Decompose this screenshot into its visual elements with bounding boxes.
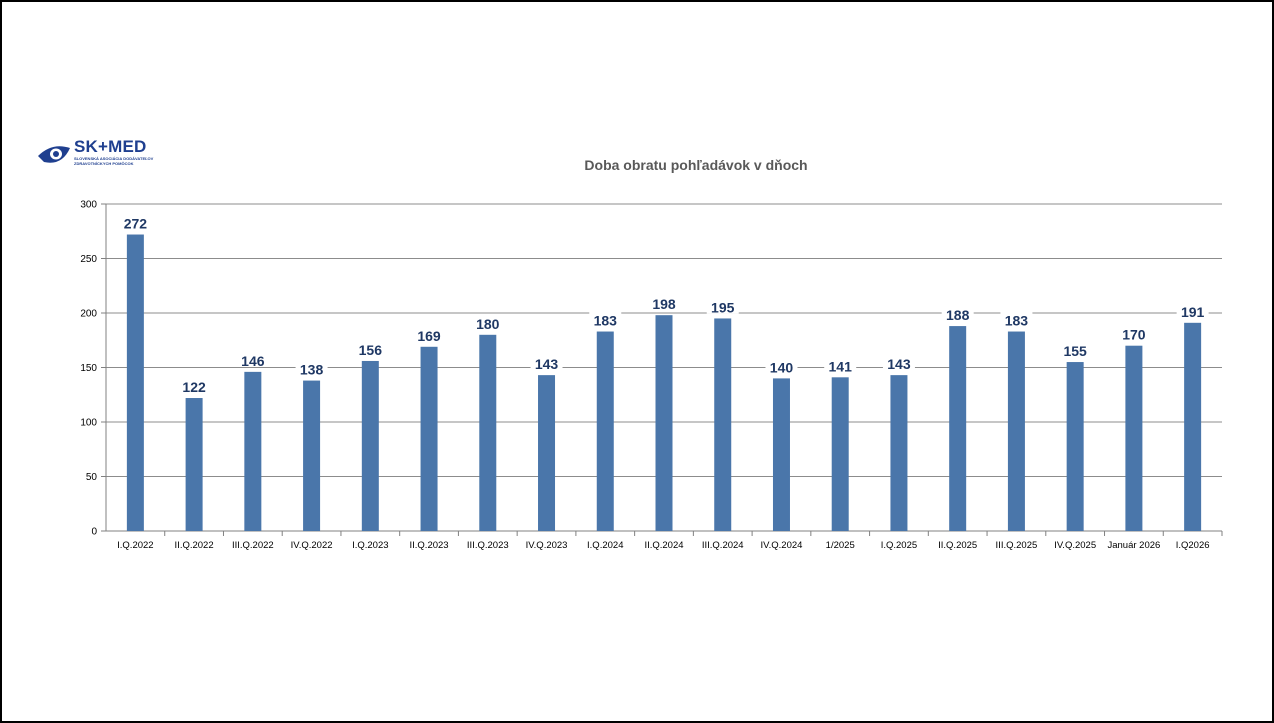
- data-label-bg: [589, 311, 622, 327]
- data-label-II.Q.2023: 169: [417, 328, 441, 344]
- data-label-IV.Q.2024: 140: [770, 359, 794, 375]
- x-tick-label-IV.Q.2022: IV.Q.2022: [291, 540, 333, 551]
- data-label-bg: [178, 378, 211, 394]
- x-tick-label-II.Q.2022: II.Q.2022: [175, 540, 214, 551]
- y-tick-label-300: 300: [80, 200, 97, 211]
- bar-I.Q.2024: [596, 331, 614, 531]
- x-tick-label-II.Q.2023: II.Q.2023: [410, 540, 449, 551]
- data-label-III.Q.2025: 183: [1005, 313, 1029, 329]
- data-label-bg: [1000, 311, 1033, 327]
- bar-Január 2026: [1125, 345, 1143, 531]
- x-tick-label-III.Q.2025: III.Q.2025: [996, 540, 1038, 551]
- bar-IV.Q.2022: [303, 380, 321, 531]
- logo-subtitle: SLOVENSKÁ ASOCIÁCIA DODÁVATEĽOV ZDRAVOTN…: [74, 156, 153, 166]
- data-label-II.Q.2024: 198: [652, 296, 676, 312]
- data-label-bg: [295, 360, 328, 376]
- y-tick-label-200: 200: [80, 309, 97, 320]
- data-label-I.Q2026: 191: [1181, 304, 1205, 320]
- x-tick-label-I.Q2026: I.Q2026: [1176, 540, 1210, 551]
- data-label-I.Q.2022: 272: [124, 216, 148, 232]
- x-tick-label-IV.Q.2025: IV.Q.2025: [1054, 540, 1096, 551]
- data-label-III.Q.2024: 195: [711, 299, 735, 315]
- bar-II.Q.2023: [420, 346, 438, 531]
- data-label-bg: [413, 326, 446, 342]
- data-label-bg: [941, 306, 974, 322]
- data-label-bg: [530, 355, 563, 371]
- bar-II.Q.2025: [949, 326, 967, 531]
- logo-name: SK+MED: [74, 137, 147, 156]
- data-label-bg: [236, 351, 269, 367]
- data-label-bg: [1176, 302, 1209, 318]
- bar-II.Q.2022: [185, 398, 203, 531]
- x-tick-label-1/2025: 1/2025: [826, 540, 855, 551]
- x-tick-label-III.Q.2024: III.Q.2024: [702, 540, 744, 551]
- x-tick-label-I.Q.2023: I.Q.2023: [352, 540, 388, 551]
- data-label-III.Q.2023: 180: [476, 316, 500, 332]
- y-tick-label-100: 100: [80, 418, 97, 429]
- data-label-bg: [354, 340, 387, 356]
- x-tick-label-III.Q.2023: III.Q.2023: [467, 540, 509, 551]
- bar-III.Q.2025: [1007, 331, 1025, 531]
- data-label-III.Q.2022: 146: [241, 353, 265, 369]
- x-tick-label-III.Q.2022: III.Q.2022: [232, 540, 274, 551]
- eye-icon: [38, 146, 70, 163]
- bar-III.Q.2024: [714, 318, 732, 531]
- x-tick-label-IV.Q.2024: IV.Q.2024: [761, 540, 803, 551]
- data-label-IV.Q.2023: 143: [535, 356, 559, 372]
- y-tick-label-250: 250: [80, 254, 97, 265]
- data-label-bg: [1117, 325, 1150, 341]
- bar-I.Q.2022: [126, 234, 144, 531]
- x-tick-label-I.Q.2025: I.Q.2025: [881, 540, 917, 551]
- bar-II.Q.2024: [655, 315, 673, 531]
- y-tick-label-50: 50: [86, 472, 98, 483]
- data-label-bg: [648, 295, 680, 311]
- x-tick-label-I.Q.2022: I.Q.2022: [117, 540, 153, 551]
- bar-I.Q2026: [1184, 322, 1202, 531]
- chart-title: Doba obratu pohľadávok v dňoch: [584, 157, 808, 173]
- data-label-I.Q.2025: 143: [887, 356, 911, 372]
- logo-subtitle-line1: SLOVENSKÁ ASOCIÁCIA DODÁVATEĽOV: [74, 156, 154, 161]
- bar-IV.Q.2023: [538, 375, 556, 531]
- x-tick-label-IV.Q.2023: IV.Q.2023: [526, 540, 568, 551]
- data-label-1/2025: 141: [829, 358, 853, 374]
- data-label-IV.Q.2022: 138: [300, 362, 324, 378]
- data-label-bg: [824, 357, 857, 373]
- data-label-IV.Q.2025: 155: [1063, 343, 1087, 359]
- bar-IV.Q.2024: [772, 378, 790, 531]
- data-label-II.Q.2022: 122: [182, 379, 206, 395]
- x-tick-label-Január 2026: Január 2026: [1107, 540, 1160, 551]
- x-tick-label-II.Q.2024: II.Q.2024: [644, 540, 683, 551]
- bar-III.Q.2023: [479, 334, 497, 531]
- data-label-I.Q.2024: 183: [594, 313, 618, 329]
- data-label-bg: [706, 298, 739, 314]
- sk-med-logo: SK+MED SLOVENSKÁ ASOCIÁCIA DODÁVATEĽOV Z…: [36, 137, 156, 173]
- bar-I.Q.2025: [890, 375, 908, 531]
- bar-IV.Q.2025: [1066, 362, 1084, 531]
- bar-III.Q.2022: [244, 371, 262, 531]
- data-label-bg: [1059, 342, 1092, 358]
- data-label-I.Q.2023: 156: [359, 342, 383, 358]
- data-label-bg: [765, 358, 798, 374]
- data-label-II.Q.2025: 188: [946, 307, 970, 323]
- data-label-bg: [471, 314, 504, 330]
- data-label-bg: [119, 214, 152, 230]
- logo-subtitle-line2: ZDRAVOTNÍCKYCH POMÔCOK: [74, 161, 134, 166]
- data-label-Január 2026: 170: [1122, 327, 1146, 343]
- x-tick-label-II.Q.2025: II.Q.2025: [938, 540, 977, 551]
- y-tick-label-150: 150: [80, 363, 97, 374]
- x-tick-label-I.Q.2024: I.Q.2024: [587, 540, 623, 551]
- bar-1/2025: [831, 377, 849, 531]
- y-tick-label-0: 0: [91, 527, 97, 538]
- bar-I.Q.2023: [361, 360, 379, 531]
- data-label-bg: [882, 355, 915, 371]
